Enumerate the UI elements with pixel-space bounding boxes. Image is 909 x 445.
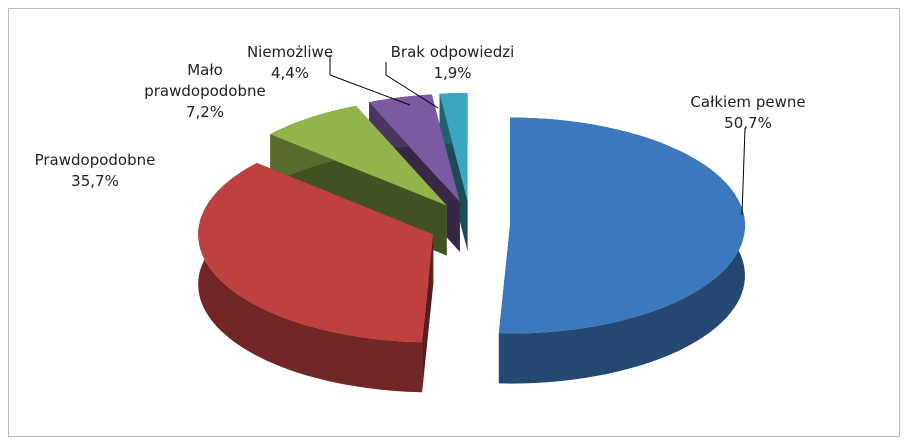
slice-name: Mało prawdopodobne	[144, 61, 266, 100]
slice-top	[270, 105, 447, 206]
slice-side	[198, 163, 423, 393]
leader-line	[385, 62, 439, 109]
slice-name: Niemożliwe	[246, 43, 334, 61]
slice-value: 35,7%	[71, 172, 119, 190]
leader-line	[329, 55, 411, 106]
slice-name: Całkiem pewne	[690, 93, 806, 111]
slice-name: Brak odpowiedzi	[390, 43, 515, 61]
slice-label: Brak odpowiedzi 1,9%	[365, 42, 540, 84]
slice-name: Prawdopodobne	[34, 151, 156, 169]
slice-value: 4,4%	[270, 64, 310, 82]
slice-label: Prawdopodobne 35,7%	[20, 150, 170, 192]
pie-slice	[198, 163, 434, 393]
slice-label: Niemożliwe 4,4%	[240, 42, 340, 84]
slice-value: 7,2%	[185, 103, 225, 121]
slice-label: Mało prawdopodobne 7,2%	[130, 60, 280, 123]
pie-slice	[439, 93, 468, 251]
slice-side-shade	[198, 163, 423, 393]
leader-line	[741, 127, 746, 216]
slice-top	[198, 163, 434, 343]
slice-value: 1,9%	[433, 64, 472, 82]
slice-top	[369, 94, 460, 202]
slice-top	[498, 117, 745, 334]
slice-top	[439, 93, 468, 201]
slice-label: Całkiem pewne 50,7%	[688, 92, 808, 134]
slice-value: 50,7%	[724, 114, 772, 132]
pie-slice	[498, 117, 745, 384]
